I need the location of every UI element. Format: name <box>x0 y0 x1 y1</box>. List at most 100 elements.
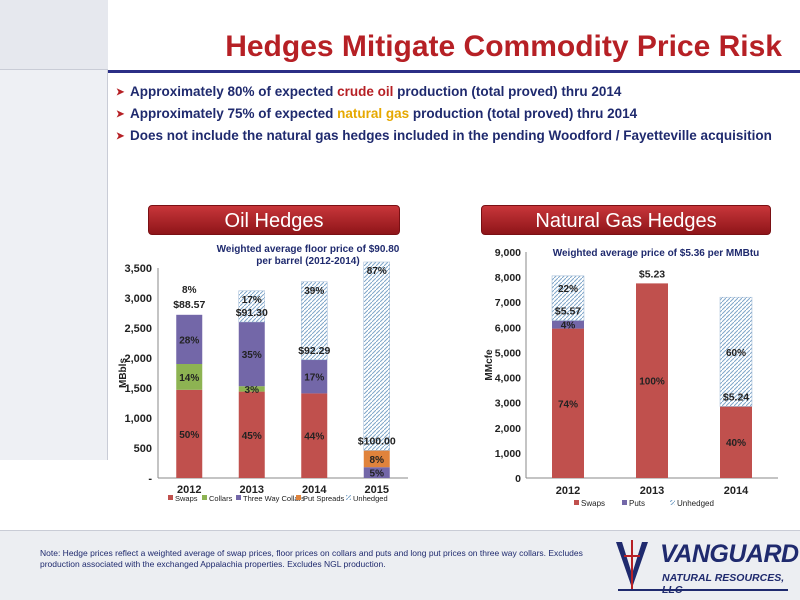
oil-ytick-label: 3,500 <box>124 263 152 275</box>
gas-legend-label: Swaps <box>581 499 605 508</box>
oil-ytick-label: 2,500 <box>124 323 152 335</box>
oil-hedges-header: Oil Hedges <box>148 205 400 235</box>
oil-xtick-label: 2013 <box>240 484 264 496</box>
gas-hedges-header: Natural Gas Hedges <box>481 205 771 235</box>
bullet-gas: ➤ Approximately 75% of expected natural … <box>116 105 638 122</box>
oil-hedges-chart: - 500 1,000 1,500 2,000 2,500 3,000 3,500 MBbls 5… <box>118 261 408 503</box>
oil-floor-price-note: Weighted average floor price of $90.80 p… <box>216 244 400 267</box>
gas-hedges-chart: 0 1,000 2,000 3,000 4,000 5,000 6,000 7,000 8,00… <box>484 247 778 508</box>
oil-price-label: $100.00 <box>358 435 396 447</box>
footer-band <box>0 530 800 600</box>
bullet-oil-highlight: crude oil <box>337 84 394 99</box>
oil-data-label: 87% <box>367 266 387 277</box>
gas-legend-label: Unhedged <box>677 499 714 508</box>
gas-ytick-label: 8,000 <box>495 272 521 284</box>
oil-data-label: 3% <box>245 385 260 396</box>
bullet-arrow-icon: ➤ <box>116 109 125 120</box>
gas-data-label: 40% <box>726 438 746 449</box>
oil-bar-swaps <box>238 391 265 478</box>
oil-ytick-label: 2,000 <box>124 353 152 365</box>
oil-bar-three-way-collars <box>176 314 203 364</box>
gas-bar-swaps <box>720 406 752 478</box>
oil-legend-swatch <box>346 495 351 500</box>
oil-ytick-label: 3,000 <box>124 293 152 305</box>
oil-xtick-label: 2014 <box>302 484 327 496</box>
gas-bar-swaps <box>552 328 584 478</box>
oil-ytick-label: 500 <box>134 443 152 455</box>
bullet-gas-pre: Approximately 75% of expected <box>130 106 338 121</box>
gas-legend-label: Puts <box>629 499 645 508</box>
oil-bar-unhedged <box>363 261 390 451</box>
oil-bar-three-way-collars <box>301 359 328 394</box>
left-rail <box>0 0 108 460</box>
oil-legend-swatch <box>296 495 301 500</box>
oil-bar-three-way-collars <box>238 322 265 387</box>
gas-ytick-label: 0 <box>515 473 521 485</box>
oil-price-label: $88.57 <box>173 299 205 311</box>
footnote: Note: Hedge prices reflect a weighted av… <box>40 548 583 569</box>
gas-bar-puts <box>552 320 584 329</box>
logo-name: VANGUARD <box>660 540 799 568</box>
bullet-arrow-icon: ➤ <box>116 131 125 142</box>
title-rule <box>108 70 800 73</box>
gas-ytick-label: 9,000 <box>495 247 521 259</box>
gas-data-label: 22% <box>558 284 578 295</box>
vanguard-logo <box>616 540 788 591</box>
oil-price-label: $91.30 <box>236 307 268 319</box>
oil-data-label: 14% <box>179 373 199 384</box>
oil-bar-put-spreads <box>363 450 390 468</box>
slide-title: Hedges Mitigate Commodity Price Risk <box>225 30 782 63</box>
oil-legend-swatch <box>168 495 173 500</box>
oil-data-label: 28% <box>179 335 199 346</box>
gas-legend-swatch <box>622 500 627 505</box>
header-band <box>0 0 800 70</box>
gas-legend-swatch <box>574 500 579 505</box>
gas-legend-swatch <box>670 500 675 505</box>
gas-avg-price-note: Weighted average price of $5.36 per MMBt… <box>552 248 760 259</box>
oil-ytick-label: 1,500 <box>124 383 152 395</box>
oil-data-label: 5% <box>370 469 385 480</box>
gas-price-label: $5.23 <box>639 268 665 280</box>
oil-data-label: 35% <box>242 350 262 361</box>
bullet-gas-post: production (total proved) thru 2014 <box>409 106 638 121</box>
gas-ytick-label: 2,000 <box>495 423 521 435</box>
oil-ytick-label: 1,000 <box>124 413 152 425</box>
oil-bar-swaps <box>176 389 203 478</box>
oil-legend-label: Collars <box>209 494 233 503</box>
oil-legend-swatch <box>202 495 207 500</box>
oil-ytick-label: - <box>148 473 152 485</box>
gas-ytick-label: 5,000 <box>495 347 521 359</box>
gas-data-label: 100% <box>639 377 665 388</box>
gas-xtick-label: 2012 <box>556 485 580 497</box>
oil-legend-label: Swaps <box>175 494 198 503</box>
gas-ytick-label: 1,000 <box>495 448 521 460</box>
gas-bar-unhedged <box>551 275 585 321</box>
oil-data-label: 17% <box>242 295 262 306</box>
gas-xtick-label: 2014 <box>724 485 749 497</box>
gas-data-label: 4% <box>561 321 576 332</box>
oil-xtick-label: 2012 <box>177 484 201 496</box>
gas-xtick-label: 2013 <box>640 485 664 497</box>
oil-data-label: 50% <box>179 430 199 441</box>
oil-bar-unhedged <box>238 290 265 323</box>
gas-price-label: $5.57 <box>555 306 581 318</box>
oil-bar-three-way-collars <box>363 467 390 478</box>
bullet-exclusion-text: Does not include the natural gas hedges … <box>130 128 772 143</box>
gas-ytick-label: 7,000 <box>495 297 521 309</box>
bullet-exclusion: ➤ Does not include the natural gas hedge… <box>116 127 780 144</box>
bullet-gas-highlight: natural gas <box>337 106 410 121</box>
oil-legend-swatch <box>236 495 241 500</box>
oil-data-label: 8% <box>370 455 385 466</box>
oil-data-label: 17% <box>304 373 324 384</box>
oil-data-label: 44% <box>304 432 324 443</box>
gas-data-label: 74% <box>558 399 578 410</box>
bullet-oil-pre: Approximately 80% of expected <box>130 84 338 99</box>
oil-legend-label: Three Way Collars <box>243 494 305 503</box>
gas-bar-unhedged <box>719 296 753 407</box>
bullet-oil-post: production (total proved) thru 2014 <box>393 84 622 99</box>
gas-ylabel: MMcfe <box>484 349 495 381</box>
bullet-oil: ➤ Approximately 80% of expected crude oi… <box>116 83 622 100</box>
oil-legend-label: Unhedged <box>353 494 388 503</box>
oil-legend-label: Put Spreads <box>303 494 345 503</box>
oil-data-label: 8% <box>182 285 197 296</box>
